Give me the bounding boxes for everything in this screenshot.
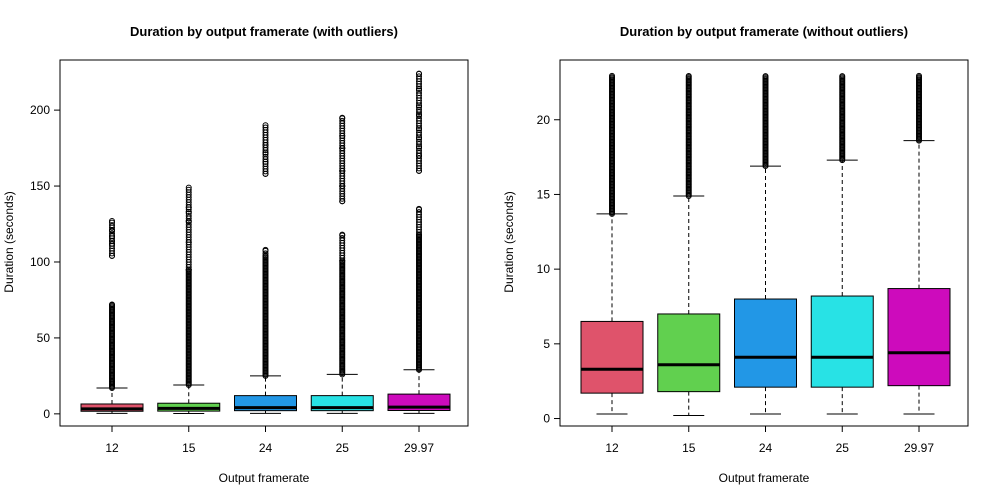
plot-area bbox=[580, 72, 951, 417]
box bbox=[734, 298, 797, 388]
y-axis: 0 5 10 15 20 bbox=[537, 113, 560, 426]
outlier-point bbox=[339, 115, 346, 122]
box bbox=[810, 295, 874, 388]
outlier-point bbox=[416, 206, 422, 213]
outlier-point bbox=[262, 124, 269, 131]
outlier-point bbox=[416, 209, 422, 216]
outlier-point bbox=[185, 189, 192, 196]
outlier-point bbox=[416, 87, 422, 94]
outlier-point bbox=[109, 222, 115, 229]
chart-title: Duration by output framerate (without ou… bbox=[620, 24, 908, 39]
outlier-point bbox=[416, 115, 422, 122]
y-tick-label: 50 bbox=[37, 331, 51, 345]
outlier-point bbox=[762, 73, 769, 80]
outlier-point bbox=[916, 72, 922, 79]
x-tick-label: 29.97 bbox=[404, 441, 434, 455]
outlier-point bbox=[109, 301, 115, 308]
outlier-point bbox=[109, 219, 115, 226]
outlier-point bbox=[262, 127, 269, 134]
outlier-point bbox=[185, 186, 192, 193]
outlier-point bbox=[416, 147, 422, 154]
box bbox=[657, 313, 721, 393]
x-tick-label: 29.97 bbox=[904, 441, 934, 455]
outlier-point bbox=[416, 90, 422, 97]
y-tick-label: 10 bbox=[537, 262, 551, 276]
outlier-point bbox=[416, 73, 422, 80]
outlier-point bbox=[416, 70, 422, 77]
outlier-point bbox=[109, 240, 115, 247]
x-tick-label: 12 bbox=[105, 441, 119, 455]
y-tick-label: 20 bbox=[537, 113, 551, 127]
x-tick-label: 15 bbox=[182, 441, 196, 455]
plot-frame bbox=[559, 59, 969, 427]
outlier-point bbox=[262, 250, 269, 257]
outlier-point bbox=[685, 72, 692, 79]
y-axis-label: Duration (seconds) bbox=[502, 191, 516, 292]
outlier-point bbox=[262, 247, 269, 254]
outlier-point bbox=[416, 138, 422, 145]
y-tick-label: 0 bbox=[43, 407, 50, 421]
y-tick-label: 0 bbox=[543, 412, 550, 426]
outlier-point bbox=[185, 212, 192, 219]
box bbox=[580, 320, 644, 394]
x-axis-label: Output framerate bbox=[719, 471, 810, 485]
outlier-point bbox=[609, 72, 615, 79]
outlier-point bbox=[339, 234, 346, 241]
boxplot-panel-without-outliers: Duration by output framerate (without ou… bbox=[502, 24, 969, 485]
x-axis: 12 15 24 25 29.97 bbox=[105, 426, 434, 455]
x-axis-label: Output framerate bbox=[219, 471, 310, 485]
boxplot-panel-with-outliers: Duration by output framerate (with outli… bbox=[2, 24, 469, 485]
outlier-point bbox=[185, 221, 192, 228]
outlier-point bbox=[262, 153, 269, 160]
box bbox=[887, 288, 951, 387]
y-tick-label: 100 bbox=[30, 255, 50, 269]
outlier-point bbox=[416, 106, 422, 113]
x-axis: 12 15 24 25 29.97 bbox=[605, 426, 934, 455]
y-tick-label: 200 bbox=[30, 103, 50, 117]
chart-title: Duration by output framerate (with outli… bbox=[130, 24, 398, 39]
x-tick-label: 24 bbox=[759, 441, 773, 455]
y-tick-label: 150 bbox=[30, 179, 50, 193]
outlier-point bbox=[839, 73, 846, 80]
outlier-point bbox=[109, 230, 115, 237]
outlier-point bbox=[339, 117, 346, 124]
x-tick-label: 24 bbox=[259, 441, 273, 455]
y-tick-label: 15 bbox=[537, 187, 551, 201]
x-tick-label: 12 bbox=[605, 441, 619, 455]
y-axis: 0 50 100 150 200 bbox=[30, 103, 60, 421]
x-tick-label: 15 bbox=[682, 441, 696, 455]
x-tick-label: 25 bbox=[836, 441, 850, 455]
outlier-point bbox=[339, 232, 346, 239]
plot-frame bbox=[59, 59, 469, 427]
x-tick-label: 25 bbox=[336, 441, 350, 455]
plot-area bbox=[80, 70, 451, 415]
y-axis-label: Duration (seconds) bbox=[2, 191, 16, 292]
outlier-point bbox=[416, 129, 422, 136]
y-tick-label: 5 bbox=[543, 337, 550, 351]
